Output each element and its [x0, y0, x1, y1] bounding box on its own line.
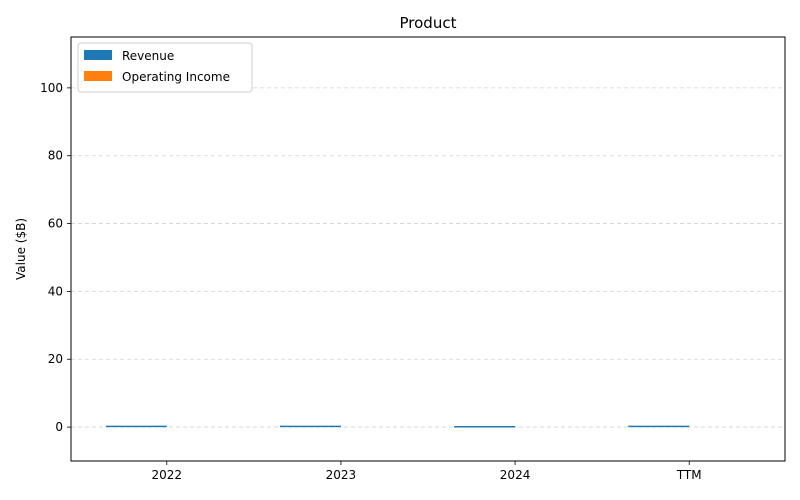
bar-revenue-2022 [105, 425, 167, 428]
legend-label-operating-income: Operating Income [122, 70, 230, 84]
legend: Revenue Operating Income [77, 42, 253, 93]
legend-box [77, 42, 253, 93]
legend-swatch-revenue [84, 50, 112, 60]
y-tick-label-20: 20 [48, 352, 63, 366]
y-axis-title: Value ($B) [14, 218, 28, 280]
y-tick-label-60: 60 [48, 217, 63, 231]
y-tick-label-0: 0 [55, 420, 63, 434]
bar-revenue-2024 [454, 425, 516, 428]
y-tick-label-80: 80 [48, 149, 63, 163]
plot-frame [70, 36, 786, 462]
y-axis: 0 20 40 60 80 100 [40, 81, 71, 434]
bars-group [105, 425, 690, 428]
chart-title: Product [400, 14, 457, 32]
y-tick-label-40: 40 [48, 284, 63, 298]
x-tick-label-2022: 2022 [152, 468, 183, 482]
x-tick-label-ttm: TTM [676, 468, 702, 482]
x-axis: 2022 2023 2024 TTM [152, 461, 702, 482]
y-tick-label-100: 100 [40, 81, 63, 95]
bar-revenue-2023 [279, 425, 341, 428]
gridlines [71, 87, 785, 428]
legend-label-revenue: Revenue [122, 49, 174, 63]
legend-swatch-operating-income [84, 71, 112, 81]
x-tick-label-2023: 2023 [326, 468, 357, 482]
bar-revenue-ttm [628, 425, 690, 428]
x-tick-label-2024: 2024 [500, 468, 531, 482]
